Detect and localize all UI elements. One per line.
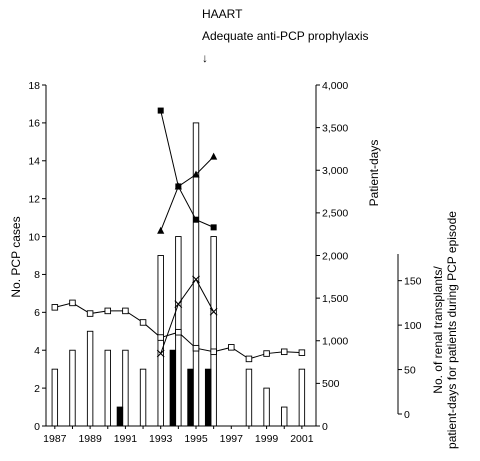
left-axis-tick-label: 14: [28, 156, 40, 168]
right-axis-1-tick-label: 1,500: [322, 293, 348, 305]
x-axis-tick-label: 1987: [43, 433, 67, 445]
open-square-point: [139, 319, 147, 326]
open-square-point: [245, 355, 253, 363]
right-axis-2-title-line-1: No. of renal transplants/: [431, 266, 445, 394]
open-square-point: [210, 348, 217, 356]
open-bar: [263, 387, 270, 427]
x-axis-tick-label: 1993: [149, 433, 173, 445]
left-axis-tick-label: 16: [28, 118, 40, 130]
x-point: [174, 300, 183, 308]
left-axis-tick-label: 6: [34, 307, 40, 319]
x-axis-tick-label: 1999: [255, 433, 279, 445]
x-axis-tick-label: 1997: [220, 433, 244, 445]
solid-bar: [169, 349, 177, 427]
open-square-point: [69, 299, 76, 307]
annotation-line-2: Adequate anti-PCP prophylaxis: [202, 29, 369, 43]
series-line-filled-triangle: [160, 156, 215, 231]
open-square-point: [157, 334, 164, 341]
left-axis-tick-label: 12: [28, 193, 40, 205]
x-point: [192, 275, 200, 284]
open-bar: [51, 368, 59, 427]
filled-square-point: [210, 224, 217, 231]
open-square-point: [86, 310, 94, 317]
right-axis-2-tick-label: 50: [404, 364, 416, 376]
filled-triangle-point: [192, 170, 200, 178]
open-square-point: [104, 307, 112, 315]
open-square-point: [192, 344, 200, 352]
axis-titles: No. PCP cases Patient-days No. of renal …: [9, 140, 459, 449]
right-axis-1-tick-label: 2,000: [322, 250, 348, 262]
series-line-x: [160, 278, 215, 354]
x-axis-tick-label: 1989: [78, 433, 102, 445]
open-bar: [210, 236, 217, 427]
right-axis-1-tick-label: 3,500: [322, 122, 348, 134]
right-axis-2-tick-label: 0: [404, 409, 410, 421]
axes-group: 0 2 4 6 8 10 12 14 16 18 1987 1989 1991 1993 1995 1997 1…: [28, 80, 421, 445]
filled-square-point: [193, 216, 199, 223]
open-bar: [104, 349, 111, 427]
open-square-point: [280, 348, 288, 356]
open-square-point: [51, 304, 59, 311]
open-bar: [298, 368, 306, 427]
open-bar: [86, 330, 94, 427]
solid-bar: [116, 406, 124, 427]
filled-triangle-point: [157, 226, 165, 234]
right-axis-1-tick-label: 2,500: [322, 208, 348, 220]
left-axis-tick-label: 0: [34, 421, 40, 433]
filled-square-point: [157, 107, 164, 114]
open-bar: [69, 349, 76, 427]
left-axis-title: No. PCP cases: [9, 216, 23, 297]
line-series-group: [51, 107, 306, 363]
right-axis-1-tick-label: 500: [322, 378, 340, 390]
open-bar: [281, 406, 288, 427]
filled-triangle-point: [174, 182, 182, 190]
x-axis-tick-label: 1995: [184, 433, 208, 445]
open-square-point: [298, 349, 306, 356]
right-axis-1-tick-label: 0: [322, 421, 328, 433]
x-axis-tick-label: 1991: [114, 433, 138, 445]
right-axis-2-title-line-2: patient-days for patients during PCP epi…: [445, 211, 459, 449]
open-bar: [139, 368, 147, 427]
solid-bar: [187, 368, 194, 427]
open-square-point: [263, 350, 270, 357]
right-axis-2-tick-label: 100: [404, 320, 422, 332]
filled-triangle-point: [210, 152, 218, 160]
right-axis-1-title: Patient-days: [367, 140, 381, 207]
solid-bar: [204, 368, 212, 427]
annotation-line-1: HAART: [202, 7, 243, 21]
open-square-point: [228, 344, 235, 351]
open-bar: [192, 122, 200, 427]
right-axis-1-tick-label: 1,000: [322, 336, 348, 348]
x-point: [209, 307, 218, 316]
open-bar: [122, 349, 129, 427]
left-axis-tick-label: 4: [34, 345, 40, 357]
series-line-filled-square: [160, 110, 214, 228]
left-axis-tick-label: 18: [28, 80, 40, 92]
left-axis-tick-label: 2: [34, 383, 40, 395]
bar-group: [51, 122, 306, 427]
open-bar: [245, 368, 253, 427]
x-point: [156, 349, 165, 358]
right-axis-2-tick-label: 150: [404, 275, 422, 287]
annotation: HAART Adequate anti-PCP prophylaxis ↓: [202, 7, 369, 65]
open-square-point: [122, 307, 129, 315]
right-axis-1-tick-label: 3,000: [322, 165, 348, 177]
annotation-arrow: ↓: [202, 51, 208, 65]
left-axis-tick-label: 10: [28, 231, 40, 243]
x-axis-tick-label: 2001: [290, 433, 314, 445]
open-square-point: [175, 328, 182, 336]
left-axis-tick-label: 8: [34, 269, 40, 281]
right-axis-1-tick-label: 4,000: [322, 80, 348, 92]
